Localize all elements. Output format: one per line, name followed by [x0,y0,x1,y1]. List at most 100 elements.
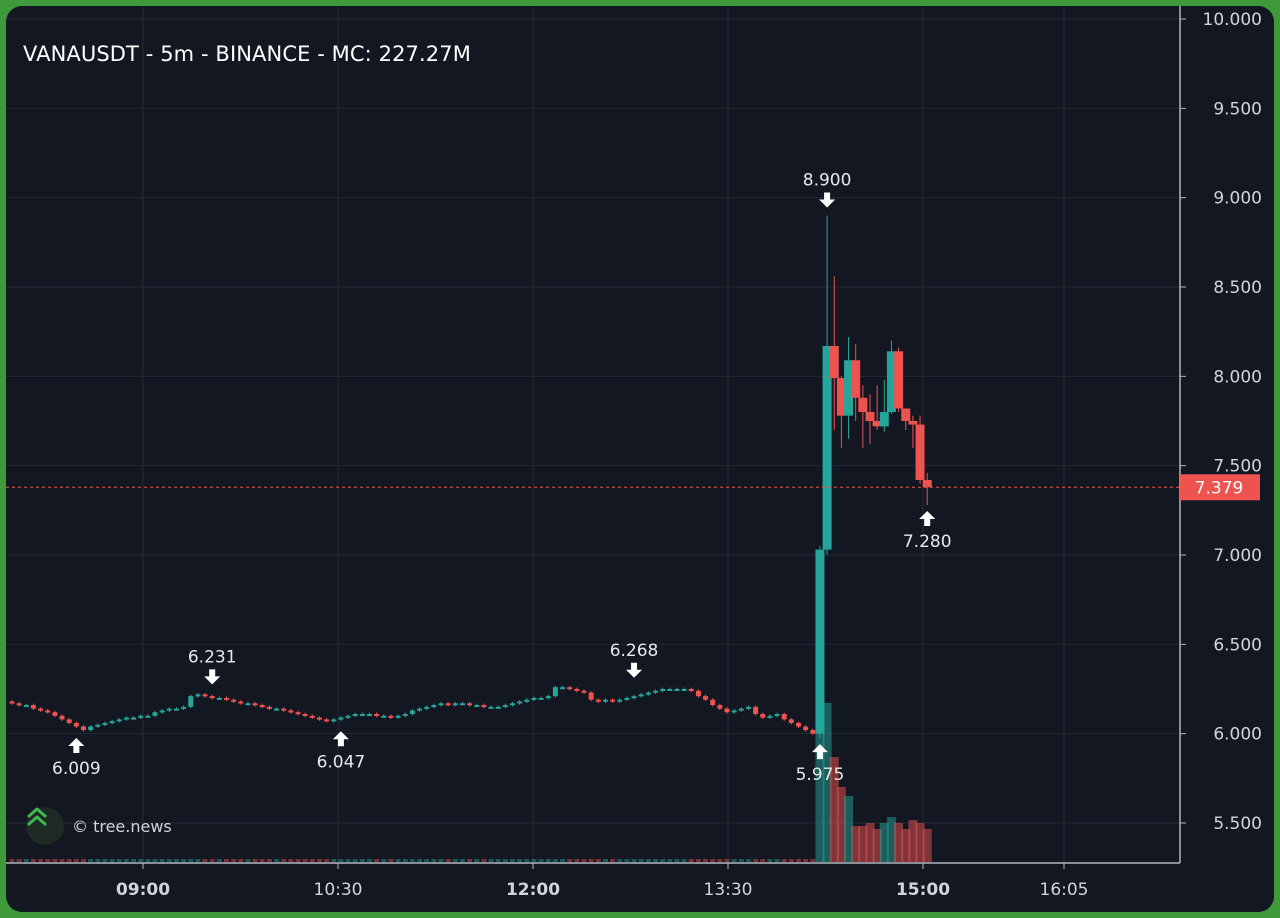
candle-body [438,703,444,706]
candle-body [367,714,372,717]
candle-body [281,708,287,711]
candle-body [474,705,480,708]
volume-bar [738,859,744,862]
candle-body [9,701,15,704]
volume-bar [123,859,129,862]
candle-body [138,715,144,718]
volume-bar [517,859,523,862]
price-axis-background [1180,6,1274,912]
volume-bar [316,859,322,862]
volume-bar [238,859,244,862]
volume-bar [865,823,875,862]
volume-bar [402,859,408,862]
volume-bar [459,859,465,862]
candle-body [202,694,208,697]
arrow-down-icon [204,669,221,685]
volume-bar [374,859,380,862]
candle-body [295,712,301,715]
watermark-text: © tree.news [72,816,172,836]
volume-bar [767,859,773,862]
candle-body [109,721,115,724]
volume-bar [424,859,430,862]
candle-body [703,696,709,700]
volume-bar [545,859,551,862]
annotation-label-high: 6.268 [610,641,659,661]
volume-bar [173,859,179,862]
candle-body [274,708,280,711]
candle-body [209,696,215,699]
volume-bar [367,859,372,862]
volume-bar [45,859,51,862]
candle-body [166,708,172,711]
volume-bar [81,859,86,862]
candle-body [531,697,537,700]
volume-bar [822,703,832,862]
volume-bar [653,859,658,862]
volume-bar [829,757,839,862]
volume-bar [602,859,608,862]
volume-bar [38,859,44,862]
candle-body [417,708,423,711]
volume-bar [345,859,351,862]
volume-bar [703,859,709,862]
volume-bar [309,859,315,862]
volume-bar [886,817,896,862]
candle-body [908,421,918,425]
candle-body [181,706,187,709]
price-tick-label: 9.000 [1213,189,1262,209]
candle-body [588,692,594,700]
volume-bar [908,820,918,862]
candle-body [52,712,58,716]
candle-body [481,705,487,708]
volume-bar [181,859,187,862]
candle-body [359,714,365,717]
candle-body [238,701,244,704]
volume-bar [474,859,480,862]
candle-body [95,724,101,727]
volume-bar [30,859,36,862]
annotation-label-low: 5.975 [796,765,845,785]
arrow-down-icon [819,192,836,208]
time-tick-label: 13:30 [704,880,753,900]
candle-body [731,710,737,713]
last-price-label: 7.379 [1195,478,1244,498]
candle-body [717,705,723,709]
candle-body [345,715,351,718]
volume-bar [302,859,308,862]
arrow-up-icon [68,738,85,754]
candle-body [560,687,566,690]
volume-bar [552,859,558,862]
candle-body [73,722,79,727]
volume-bar [188,859,194,862]
candle-body [502,705,508,708]
candle-body [23,705,29,708]
volume-bar [259,859,265,862]
time-tick-label: 15:00 [896,880,950,900]
volume-bar [660,859,666,862]
candle-body [266,706,272,709]
annotation-label-high: 8.900 [803,171,852,191]
candle-body [595,699,601,702]
candle-body [173,708,179,711]
candle-body [459,703,465,706]
candle-body [872,421,882,427]
volume-bar [324,859,330,862]
candle-body [388,715,394,718]
volume-bar [159,859,165,862]
candle-body [810,730,816,734]
candlestick-chart[interactable]: 6.009 6.231 6.047 6.268 5.975 8.900 7.280 10.0… [6,6,1274,912]
candle-body [624,697,630,700]
candle-body [188,696,194,707]
candle-body [159,710,165,713]
watermark: © tree.news [26,806,172,846]
volume-bar [338,859,344,862]
volume-bar [695,859,701,862]
volume-bar [209,859,215,862]
candle-body [645,692,651,695]
candle-body [901,408,911,421]
candle-body [803,726,809,731]
candle-body [815,549,825,734]
chart-frame: 6.009 6.231 6.047 6.268 5.975 8.900 7.280 10.0… [6,6,1274,912]
volume-bar [645,859,651,862]
candle-body [395,715,401,718]
